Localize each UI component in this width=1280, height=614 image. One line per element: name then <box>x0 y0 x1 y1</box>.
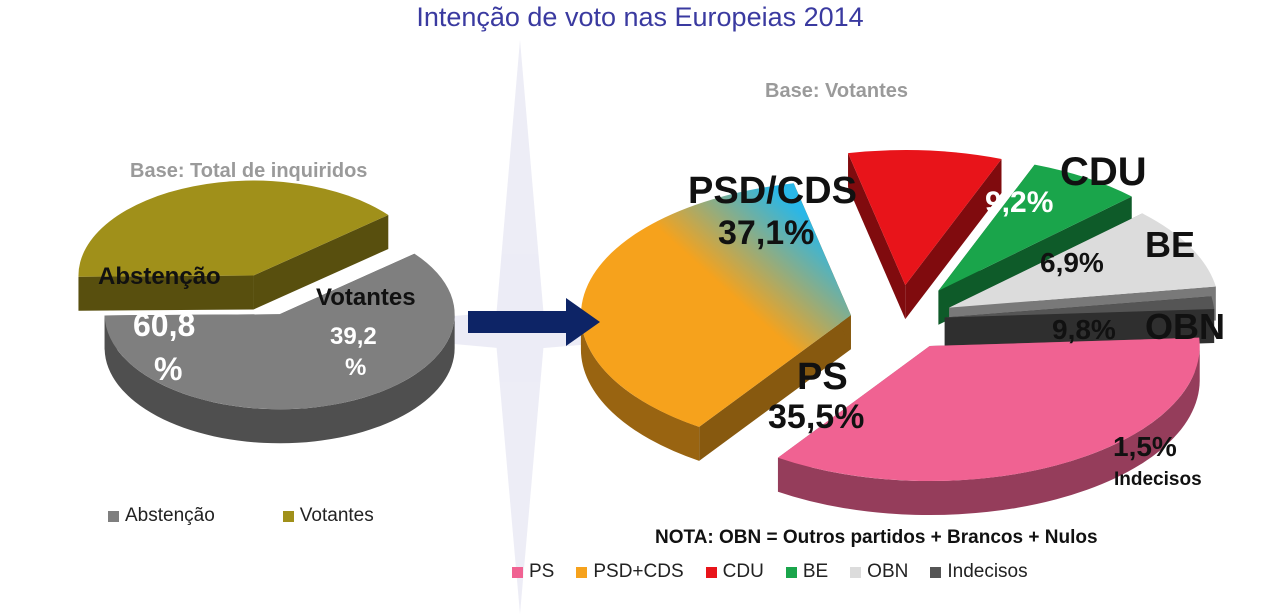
legend-label: CDU <box>722 561 764 582</box>
legend-label: PS <box>529 561 555 582</box>
left-pie-subtitle: Base: Total de inquiridos <box>130 160 368 182</box>
legend-label: Votantes <box>299 505 374 526</box>
pie-slice-ps <box>777 337 1200 516</box>
legend-swatch <box>512 566 523 578</box>
legend-item: CDU <box>705 561 764 583</box>
legend-swatch <box>930 566 942 578</box>
legend-swatch <box>108 510 119 522</box>
legend-item: Votantes <box>282 505 374 527</box>
legend-label: BE <box>802 561 829 582</box>
slice-value-ps: 35,5% <box>768 398 865 436</box>
pie-slice-indecisos <box>944 296 1215 352</box>
legend-label: PSD+CDS <box>593 561 684 582</box>
slice-value-abstencao: 60,8 <box>133 307 196 343</box>
legend-swatch <box>850 566 862 578</box>
slice-value-abstencao-unit: % <box>154 351 183 387</box>
legend-label: Abstenção <box>125 505 215 526</box>
arrow-icon <box>468 298 600 346</box>
legend-swatch <box>282 510 294 522</box>
legend-item: PS <box>512 561 554 583</box>
legend-swatch <box>705 566 717 578</box>
slice-label-be: BE <box>1145 224 1196 265</box>
legend-item: Indecisos <box>930 561 1028 583</box>
slice-value-psd-cds: 37,1% <box>718 214 815 252</box>
slice-label-ps: PS <box>797 356 848 398</box>
legend-item: BE <box>785 561 829 583</box>
chart-note: NOTA: OBN = Outros partidos + Brancos + … <box>655 527 1098 548</box>
slice-label-obn: OBN <box>1145 306 1225 347</box>
slice-label-cdu: CDU <box>1060 150 1147 194</box>
legend-item: PSD+CDS <box>576 561 684 583</box>
legend-item: OBN <box>850 561 908 583</box>
legend-swatch <box>576 566 588 578</box>
slice-label-votantes: Votantes <box>316 284 416 311</box>
legend-left: Abstenção Votantes <box>108 505 396 527</box>
slice-value-indecisos: 1,5% <box>1113 431 1177 462</box>
slice-value-votantes-unit: % <box>345 354 367 381</box>
slice-value-cdu: 9,2% <box>985 186 1054 219</box>
pie-slice-votantes <box>78 180 389 311</box>
right-pie-subtitle: Base: Votantes <box>765 80 909 102</box>
legend-right: PS PSD+CDS CDU BE OBN Indecisos <box>512 561 1050 583</box>
slice-label-indecisos: Indecisos <box>1114 469 1202 490</box>
legend-label: Indecisos <box>947 561 1028 582</box>
slice-value-obn: 9,8% <box>1052 314 1116 345</box>
pie-slice-absten-o <box>104 253 455 444</box>
slice-value-votantes: 39,2 <box>330 323 377 350</box>
pie-slice-cdu <box>848 150 1002 320</box>
legend-swatch <box>785 566 797 578</box>
chart-title: Intenção de voto nas Europeias 2014 <box>416 2 864 32</box>
pie-slice-psd-cds <box>580 183 851 461</box>
legend-item: Abstenção <box>108 505 215 527</box>
slice-value-be: 6,9% <box>1040 247 1104 278</box>
legend-label: OBN <box>867 561 909 582</box>
slice-label-psd-cds: PSD/CDS <box>688 170 857 212</box>
slice-label-abstencao: Abstenção <box>98 263 221 290</box>
